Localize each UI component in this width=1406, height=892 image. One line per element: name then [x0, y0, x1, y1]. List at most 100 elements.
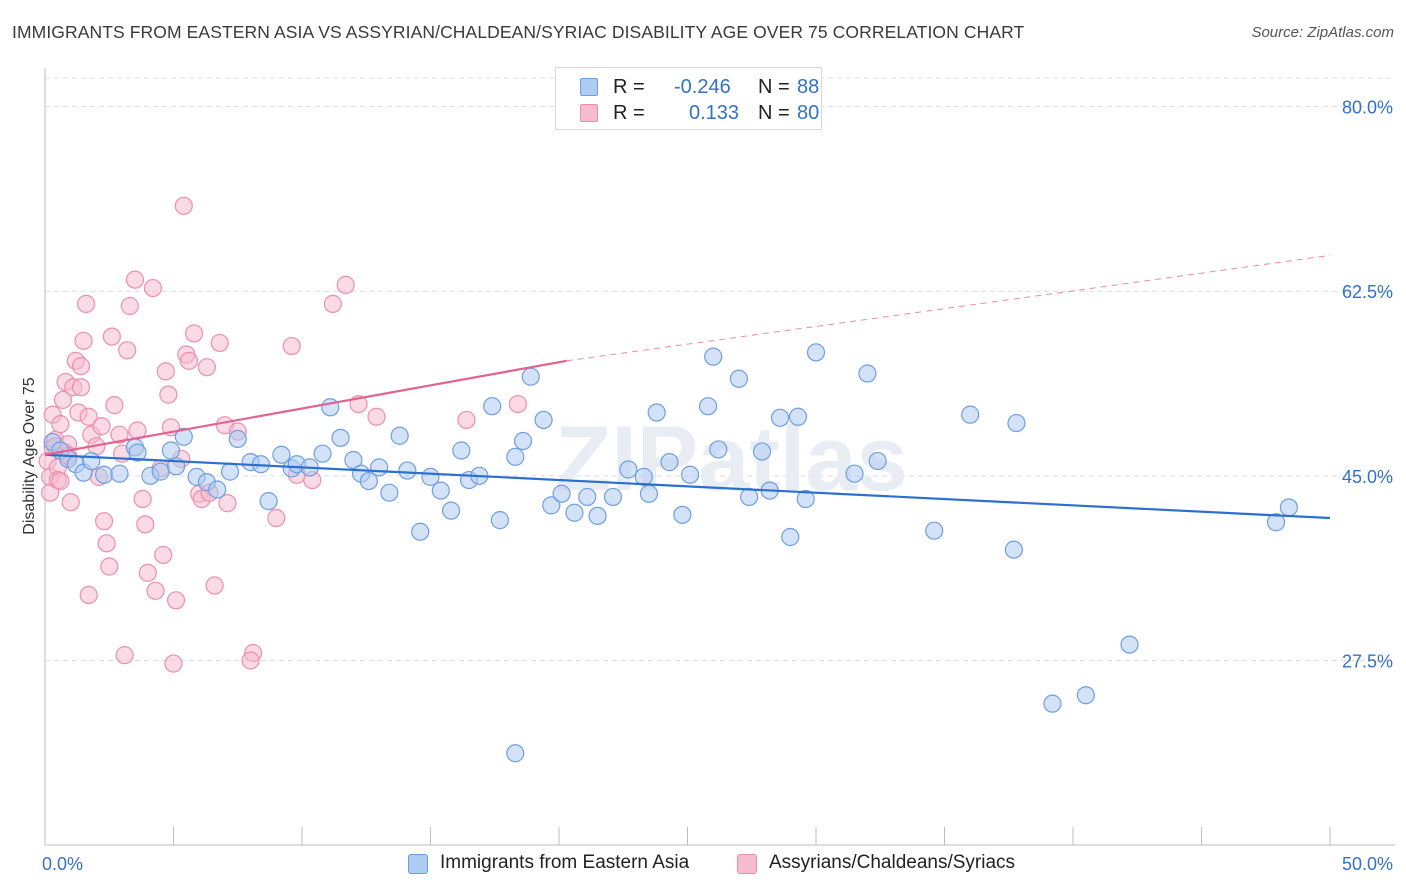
eastern-asia-point — [534, 410, 553, 430]
assyrians-point — [105, 396, 124, 415]
assyrians-point — [138, 563, 157, 582]
eastern-asia-point — [1004, 540, 1023, 559]
eastern-asia-point — [639, 484, 659, 503]
assyrians-point — [367, 407, 386, 426]
assyrians-point — [118, 341, 137, 360]
eastern-asia-point — [174, 427, 193, 446]
assyrians-point — [79, 585, 98, 605]
eastern-asia-point — [806, 343, 826, 362]
eastern-asia-point — [1076, 686, 1095, 705]
legend-series-label: Assyrians/Chaldeans/Syriacs — [769, 852, 1016, 873]
eastern-asia-point — [506, 744, 525, 763]
eastern-asia-point — [151, 462, 170, 481]
eastern-asia-point — [82, 451, 101, 471]
assyrians-point — [166, 591, 186, 610]
eastern-asia-point — [208, 480, 227, 499]
eastern-asia-point — [110, 464, 129, 483]
assyrians-point — [92, 417, 111, 436]
eastern-asia-point — [521, 367, 540, 386]
eastern-asia-point — [796, 489, 815, 509]
grid-lines — [45, 77, 1395, 661]
eastern-asia-point — [483, 397, 502, 416]
assyrians-point — [159, 385, 178, 404]
eastern-asia-point — [709, 440, 728, 459]
eastern-asia-point — [490, 511, 509, 530]
assyrians-point — [74, 331, 93, 350]
eastern-asia-point — [680, 465, 700, 484]
assyrians-point — [154, 545, 173, 565]
assyrians-point — [79, 407, 98, 426]
legend-n-value: 80 — [797, 102, 820, 124]
assyrians-point — [102, 327, 121, 346]
eastern-asia-point — [1279, 498, 1298, 517]
assyrians-point — [457, 410, 476, 430]
assyrians-point — [133, 489, 152, 509]
assyrians-point — [120, 296, 139, 316]
legend-n-label: N = — [758, 102, 790, 124]
assyrians-point — [95, 512, 114, 531]
eastern-asia-point — [1007, 413, 1026, 433]
eastern-asia-point — [552, 484, 571, 503]
assyrians-point — [97, 534, 116, 553]
assyrians-point — [146, 581, 165, 600]
eastern-asia-point — [647, 403, 666, 422]
assyrians-point — [336, 275, 355, 295]
assyrians-point — [100, 557, 119, 576]
eastern-asia-point — [770, 408, 790, 427]
eastern-asia-point — [781, 527, 800, 547]
assyrians-point — [323, 294, 342, 313]
x-tick-label-min: 0.0% — [42, 854, 83, 874]
eastern-asia-point — [95, 465, 114, 484]
assyrians-point — [205, 576, 224, 595]
eastern-asia-point — [565, 503, 584, 522]
eastern-asia-point — [513, 431, 533, 451]
eastern-asia-point — [272, 445, 291, 464]
assyrians-point — [61, 493, 80, 512]
eastern-asia-point — [660, 453, 679, 472]
eastern-asia-point — [673, 505, 692, 524]
y-tick-label: 80.0% — [1342, 98, 1393, 118]
eastern-asia-point — [542, 496, 561, 515]
legend-swatch-blue — [580, 78, 598, 96]
eastern-asia-point — [752, 442, 772, 461]
y-tick-label: 62.5% — [1342, 282, 1393, 302]
trend-line-eastern-asia — [44, 453, 1331, 520]
assyrians-point — [115, 646, 134, 665]
assyrians-point — [156, 362, 175, 381]
eastern-asia-point — [331, 428, 350, 447]
assyrians-point — [125, 270, 145, 289]
correlation-legend: R = -0.246 N = 88 R = 0.133 N = 80 — [555, 67, 822, 130]
y-tick-label: 27.5% — [1342, 651, 1393, 671]
assyrians-point — [508, 394, 527, 414]
assyrians-point — [77, 294, 96, 313]
eastern-asia-point — [1043, 694, 1062, 713]
eastern-asia-point — [398, 461, 417, 480]
assyrians-point — [51, 471, 70, 491]
eastern-asia-point — [619, 460, 638, 479]
assyrians-point — [218, 494, 237, 513]
eastern-asia-point — [220, 462, 240, 481]
eastern-asia-point — [603, 487, 623, 507]
legend-swatch-pink — [580, 104, 598, 122]
eastern-asia-point — [390, 426, 409, 445]
eastern-asia-point — [578, 487, 597, 507]
eastern-asia-point — [161, 441, 181, 460]
assyrians-point — [210, 333, 229, 353]
legend-series-label: Immigrants from Eastern Asia — [440, 852, 690, 873]
assyrians-point — [184, 324, 204, 343]
assyrians-point — [179, 351, 199, 370]
eastern-asia-point — [868, 451, 887, 471]
series-eastern-asia — [43, 343, 1298, 763]
x-tick-label-max: 50.0% — [1342, 854, 1393, 874]
assyrians-point — [51, 415, 70, 434]
legend-swatch-blue — [408, 854, 428, 874]
eastern-asia-point — [858, 364, 877, 383]
eastern-asia-point — [380, 483, 399, 502]
eastern-asia-point — [259, 492, 278, 511]
eastern-asia-point — [961, 405, 980, 424]
eastern-asia-point — [411, 522, 430, 541]
assyrians-point — [282, 336, 301, 356]
legend-r-value: 0.133 — [689, 102, 740, 124]
eastern-asia-point — [441, 501, 461, 520]
